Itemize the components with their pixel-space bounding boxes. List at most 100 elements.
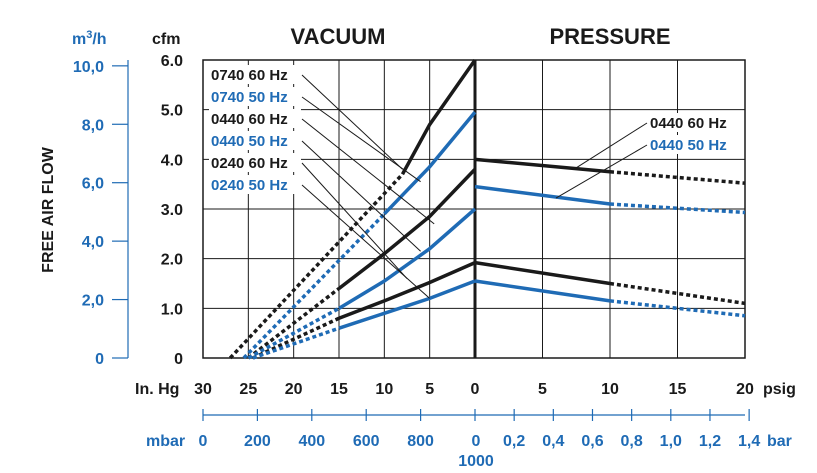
series-vacuum-0740-60-hz-solid: [400, 58, 477, 176]
psig-tick-label: 15: [669, 381, 687, 398]
mbar-tick-label: 400: [298, 433, 325, 450]
legend-pressure-label: 0440 60 Hz: [650, 115, 727, 132]
x-vacuum-ticks: 30 25 20 15 10 5 0: [194, 381, 479, 398]
inhg-tick-label: 0: [471, 381, 480, 398]
cfm-unit-label: cfm: [152, 31, 180, 48]
series-pressure-0240-60-hz-solid: [474, 260, 611, 286]
legend-pressure-label: 0440 50 Hz: [650, 137, 727, 154]
bar-tick-label: 0,4: [542, 433, 564, 450]
legend-vacuum: 0740 60 Hz 0740 50 Hz 0440 60 Hz 0440 50 Hz…: [209, 65, 435, 299]
legend-vacuum-label: 0240 60 Hz: [211, 155, 288, 172]
legend-bg: [647, 113, 741, 132]
series-pressure-0440-60-hz-dashed: [609, 170, 746, 185]
legend-vacuum-leader: [301, 184, 430, 299]
m3h-axis: 10,0 8,0 6,0 4,0 2,0 0 m3/h FREE AIR FLOW: [40, 29, 129, 368]
cfm-tick-label: 2.0: [161, 252, 183, 269]
psig-unit-label: psig: [763, 381, 796, 398]
m3h-tick-label: 4,0: [82, 234, 104, 251]
legend-bg: [209, 65, 301, 84]
bar-tick-label: 1,2: [699, 433, 721, 450]
series-vacuum-0740-60-hz-dashed: [228, 173, 404, 360]
mbar-tick-label: 200: [244, 433, 271, 450]
legend-pressure-leader: [555, 144, 648, 199]
series-pressure-0440-60-hz-solid: [474, 157, 611, 174]
vacuum-header: VACUUM: [291, 24, 386, 49]
legend-bg: [209, 131, 301, 150]
legend-vacuum-label: 0440 50 Hz: [211, 133, 288, 150]
bar-tick-label: 0,2: [503, 433, 525, 450]
inhg-tick-label: 5: [425, 381, 434, 398]
free-air-flow-label: FREE AIR FLOW: [40, 146, 57, 273]
inhg-tick-label: 25: [239, 381, 257, 398]
series-pressure-0440-50-hz-dashed: [609, 202, 746, 215]
legend-bg: [209, 87, 301, 106]
bar-tick-label: 1,4: [738, 433, 760, 450]
series-vacuum-0440-60-hz-dashed: [247, 287, 341, 360]
cfm-tick-label: 1.0: [161, 301, 183, 318]
bar-tick-label: 0,8: [621, 433, 643, 450]
cfm-tick-label: 0: [174, 351, 183, 368]
m3h-tick-label: 2,0: [82, 293, 104, 310]
mbar-tick-label: 0: [199, 433, 208, 450]
cfm-tick-label: 3.0: [161, 202, 183, 219]
legend-vacuum-leader: [301, 96, 421, 183]
psig-tick-label: 20: [736, 381, 754, 398]
series-lines: [228, 58, 746, 360]
bar-tick-label: 0,6: [581, 433, 603, 450]
cfm-ticks: 6.0 5.0 4.0 3.0 2.0 1.0 0: [161, 53, 183, 368]
series-vacuum-0240-60-hz-solid: [338, 261, 476, 320]
psig-tick-label: 5: [538, 381, 547, 398]
m3h-tick-label: 10,0: [73, 59, 104, 76]
series-vacuum-0740-50-hz-dashed: [242, 212, 386, 360]
metric-zero-label: 0: [472, 433, 481, 450]
series-pressure-0240-50-hz-dashed: [609, 299, 746, 318]
legend-vacuum-label: 0240 50 Hz: [211, 177, 288, 194]
m3h-tick-label: 6,0: [82, 176, 104, 193]
metric-1000-label: 1000: [458, 453, 494, 470]
metric-axis: 0 200 400 600 800 0,2 0,4 0,6 0,8 1,0 1,2 1,4 mbar …: [146, 409, 792, 470]
legend-vacuum-leader: [301, 74, 403, 170]
legend-vacuum-label: 0440 60 Hz: [211, 111, 288, 128]
psig-tick-label: 10: [601, 381, 619, 398]
m3h-tick-label: 0: [95, 351, 104, 368]
series-vacuum-0240-50-hz-solid: [338, 279, 476, 330]
inhg-tick-label: 15: [330, 381, 348, 398]
bar-tick-label: 1,0: [660, 433, 682, 450]
pressure-header: PRESSURE: [549, 24, 670, 49]
legend-bg: [209, 153, 301, 172]
m3h-unit-label: m3/h: [72, 29, 107, 48]
legend-vacuum-label: 0740 50 Hz: [211, 89, 288, 106]
legend-vacuum-leader: [301, 140, 421, 252]
series-vacuum-0440-60-hz-solid: [337, 168, 477, 290]
m3h-ticks: 10,0 8,0 6,0 4,0 2,0 0: [73, 59, 128, 368]
cfm-tick-label: 4.0: [161, 152, 183, 169]
x-pressure-ticks: 5 10 15 20: [538, 381, 754, 398]
series-vacuum-0440-50-hz-solid: [338, 207, 477, 310]
legend-bg: [647, 135, 741, 154]
legend-vacuum-leader: [301, 118, 435, 225]
series-pressure-0440-50-hz-solid: [474, 184, 611, 206]
cfm-tick-label: 5.0: [161, 103, 183, 120]
inhg-tick-label: 30: [194, 381, 212, 398]
legend-bg: [209, 175, 301, 194]
series-vacuum-0740-50-hz-solid: [383, 111, 477, 216]
legend-vacuum-label: 0740 60 Hz: [211, 67, 288, 84]
legend-bg: [209, 109, 301, 128]
series-pressure-0240-50-hz-solid: [474, 279, 611, 303]
bar-unit-label: bar: [767, 433, 792, 450]
mbar-tick-label: 800: [407, 433, 434, 450]
inhg-unit-label: In. Hg: [135, 381, 179, 398]
legend-vacuum-leader: [301, 162, 408, 279]
inhg-tick-label: 10: [375, 381, 393, 398]
legend-pressure: 0440 60 Hz 0440 50 Hz: [555, 113, 741, 199]
m3h-tick-label: 8,0: [82, 117, 104, 134]
series-vacuum-0440-50-hz-dashed: [247, 306, 340, 360]
inhg-tick-label: 20: [285, 381, 303, 398]
cfm-tick-label: 6.0: [161, 53, 183, 70]
series-pressure-0240-60-hz-dashed: [609, 281, 746, 306]
series-vacuum-0240-50-hz-dashed: [252, 326, 340, 360]
mbar-unit-label: mbar: [146, 433, 185, 450]
mbar-tick-label: 600: [353, 433, 380, 450]
legend-pressure-leader: [575, 122, 648, 169]
